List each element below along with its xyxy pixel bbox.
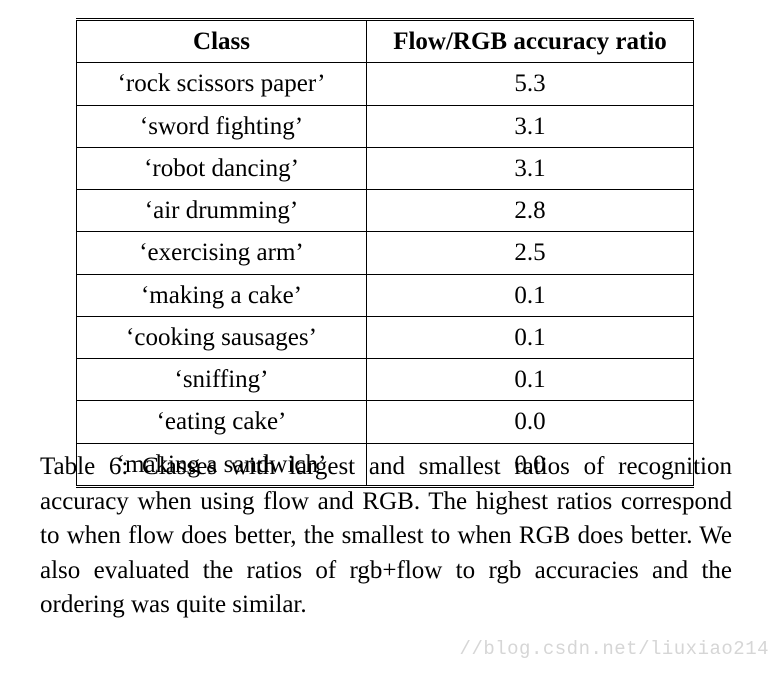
cell-class: ‘air drumming’ (77, 190, 367, 232)
cell-ratio: 2.5 (367, 232, 694, 274)
cell-ratio: 0.0 (367, 401, 694, 443)
cell-class: ‘exercising arm’ (77, 232, 367, 274)
cell-ratio: 0.1 (367, 359, 694, 401)
cell-ratio: 5.3 (367, 63, 694, 105)
table-container: Class Flow/RGB accuracy ratio ‘rock scis… (76, 18, 693, 488)
cell-class: ‘sword fighting’ (77, 105, 367, 147)
accuracy-ratio-table: Class Flow/RGB accuracy ratio ‘rock scis… (76, 18, 694, 488)
cell-ratio: 3.1 (367, 105, 694, 147)
table-row: ‘sniffing’ 0.1 (77, 359, 694, 401)
table-row: ‘robot dancing’ 3.1 (77, 147, 694, 189)
cell-ratio: 0.1 (367, 316, 694, 358)
table-row: ‘air drumming’ 2.8 (77, 190, 694, 232)
col-header-class: Class (77, 20, 367, 63)
table-caption: Table 6: Classes with largest and smalle… (40, 450, 732, 623)
cell-class: ‘making a cake’ (77, 274, 367, 316)
table-row: ‘cooking sausages’ 0.1 (77, 316, 694, 358)
table-row: ‘exercising arm’ 2.5 (77, 232, 694, 274)
cell-class: ‘sniffing’ (77, 359, 367, 401)
cell-class: ‘rock scissors paper’ (77, 63, 367, 105)
cell-class: ‘eating cake’ (77, 401, 367, 443)
page-root: Class Flow/RGB accuracy ratio ‘rock scis… (0, 0, 769, 676)
table-row: ‘making a cake’ 0.1 (77, 274, 694, 316)
table-row: ‘eating cake’ 0.0 (77, 401, 694, 443)
cell-class: ‘cooking sausages’ (77, 316, 367, 358)
cell-ratio: 2.8 (367, 190, 694, 232)
cell-ratio: 3.1 (367, 147, 694, 189)
col-header-ratio: Flow/RGB accuracy ratio (367, 20, 694, 63)
cell-ratio: 0.1 (367, 274, 694, 316)
watermark-text: //blog.csdn.net/liuxiao214 (460, 638, 769, 660)
cell-class: ‘robot dancing’ (77, 147, 367, 189)
table-header-row: Class Flow/RGB accuracy ratio (77, 20, 694, 63)
table-row: ‘rock scissors paper’ 5.3 (77, 63, 694, 105)
table-row: ‘sword fighting’ 3.1 (77, 105, 694, 147)
